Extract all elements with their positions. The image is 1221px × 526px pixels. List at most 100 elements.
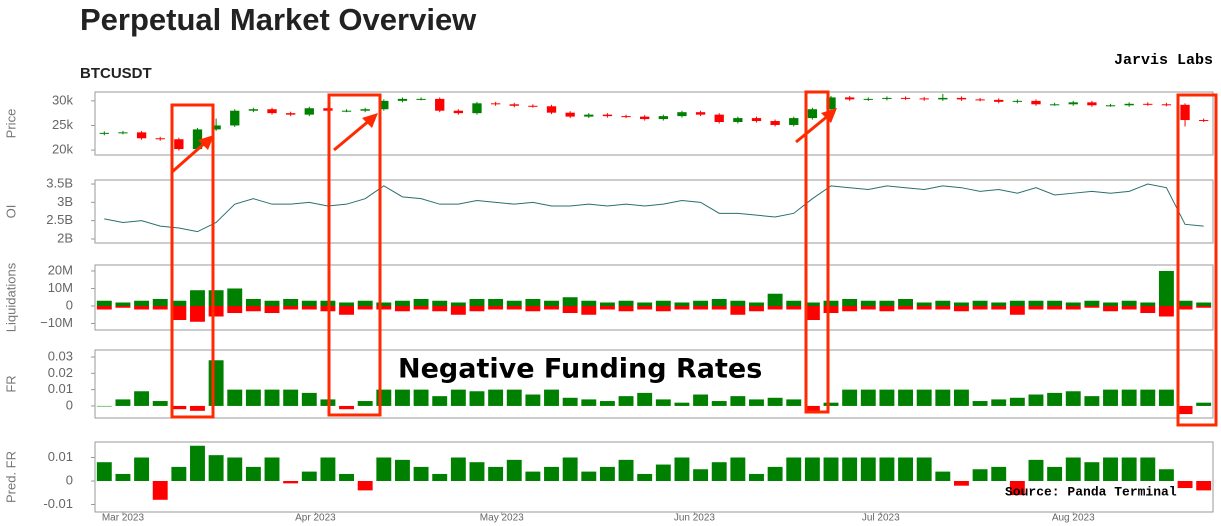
bar: [413, 466, 429, 481]
bar: [506, 459, 522, 481]
bar: [1121, 300, 1137, 306]
bar: [935, 389, 951, 406]
bar: [637, 473, 653, 481]
bar: [227, 288, 243, 306]
chart-title: Perpetual Market Overview: [80, 2, 477, 37]
panel-frame: [94, 441, 1214, 513]
bar: [115, 302, 131, 306]
bar: [972, 305, 988, 310]
candle-body: [1199, 120, 1209, 122]
bar: [711, 298, 727, 306]
bar: [711, 401, 727, 406]
bar: [898, 457, 914, 481]
bar: [227, 457, 243, 481]
bar: [96, 405, 112, 407]
candle-body: [770, 121, 780, 125]
bar: [171, 466, 187, 481]
bar: [953, 305, 969, 312]
y-axis-label: Liquidations: [3, 262, 18, 332]
bar: [637, 305, 653, 310]
candle-body: [695, 112, 706, 115]
bar: [376, 302, 392, 306]
bar: [599, 401, 615, 406]
bar: [301, 392, 317, 406]
candle-body: [584, 114, 594, 117]
bar: [618, 305, 634, 312]
bar: [432, 473, 448, 481]
bar: [972, 300, 988, 306]
bar: [96, 462, 112, 481]
bar: [469, 298, 485, 306]
bar: [655, 305, 671, 312]
panel-frame: [94, 91, 1214, 156]
bar: [767, 397, 783, 406]
bar: [245, 389, 261, 406]
bar: [823, 457, 839, 481]
annotation: Negative Funding Rates: [398, 354, 762, 385]
bar: [1158, 469, 1174, 481]
bar: [749, 305, 764, 312]
bar: [227, 389, 243, 406]
bar: [1121, 457, 1137, 481]
y-axis-label: OI: [3, 205, 18, 219]
bar: [152, 401, 168, 406]
bar: [115, 473, 131, 481]
bar: [544, 389, 559, 406]
candle-body: [621, 116, 631, 118]
bar: [413, 305, 429, 310]
bar: [1047, 300, 1063, 306]
bar: [376, 305, 392, 310]
bar: [1177, 305, 1193, 310]
bar: [544, 466, 559, 481]
bar: [935, 305, 951, 310]
bar: [730, 457, 746, 481]
bar: [525, 298, 541, 306]
bar: [1140, 389, 1156, 406]
bar: [898, 389, 914, 406]
candle-body: [528, 105, 538, 107]
highlight-box: [327, 93, 382, 417]
bar: [488, 305, 504, 310]
bar: [879, 300, 895, 306]
bar: [525, 471, 541, 481]
candle-body: [118, 132, 128, 134]
candle-body: [1105, 105, 1116, 107]
bar: [357, 480, 373, 491]
bar: [823, 402, 839, 406]
bar: [749, 399, 764, 406]
bar: [860, 305, 876, 310]
bar: [786, 457, 802, 481]
bar: [283, 480, 299, 484]
bar: [339, 405, 355, 410]
bar: [506, 300, 522, 306]
candle-body: [733, 118, 743, 123]
bar: [823, 300, 839, 306]
bar: [339, 473, 355, 481]
bar: [1140, 457, 1156, 481]
bar: [599, 305, 615, 310]
bar: [767, 466, 783, 481]
bar: [1140, 302, 1156, 306]
bar: [674, 402, 690, 406]
bar: [655, 464, 671, 481]
bar: [469, 305, 485, 312]
candle-body: [1068, 102, 1078, 105]
candle-body: [844, 97, 855, 100]
bar: [339, 302, 355, 306]
bar: [190, 305, 205, 322]
bar: [469, 391, 485, 406]
bar: [730, 396, 746, 406]
bar: [916, 305, 932, 310]
bar: [506, 389, 522, 406]
bar: [96, 300, 112, 306]
candle-body: [285, 113, 296, 115]
bar: [488, 298, 504, 306]
bar: [1065, 391, 1081, 406]
bar: [730, 300, 746, 306]
bar: [693, 394, 709, 406]
y-tick-label: 3B: [57, 194, 73, 209]
bar: [693, 305, 709, 310]
y-tick-label: 30k: [52, 92, 73, 107]
arrow: [171, 140, 207, 174]
